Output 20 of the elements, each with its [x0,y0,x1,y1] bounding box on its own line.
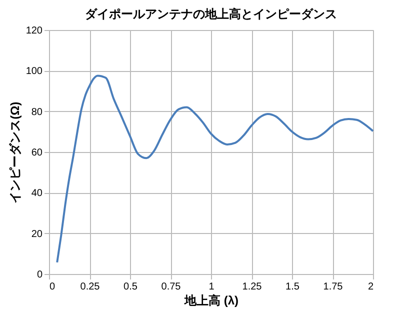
x-tick-label: 0 [50,282,56,292]
chart-title: ダイポールアンテナの地上高とインピーダンス [85,7,337,21]
x-tick-label: 1 [208,282,215,292]
y-tick-label: 60 [31,148,43,158]
y-axis-title: インピーダンス(Ω) [8,102,22,204]
y-tick-label: 120 [26,26,43,36]
x-tick-label: 1.25 [242,282,262,292]
x-tick-label: 1.5 [286,282,300,292]
y-tick-label: 0 [36,270,43,280]
line-series [56,74,374,264]
x-tick-label: 0.75 [161,282,182,292]
x-axis-title: 地上高 (λ) [184,294,239,308]
y-tick-label: 80 [31,106,43,118]
x-tick-label: 2 [368,282,374,292]
x-tick-label: 1.75 [323,282,344,292]
y-tick-label: 100 [26,66,43,78]
x-tick-label: 0.25 [80,282,100,292]
y-tick-label: 40 [31,188,43,200]
y-tick-label: 20 [31,228,43,240]
x-tick-label: 0.5 [124,282,138,292]
